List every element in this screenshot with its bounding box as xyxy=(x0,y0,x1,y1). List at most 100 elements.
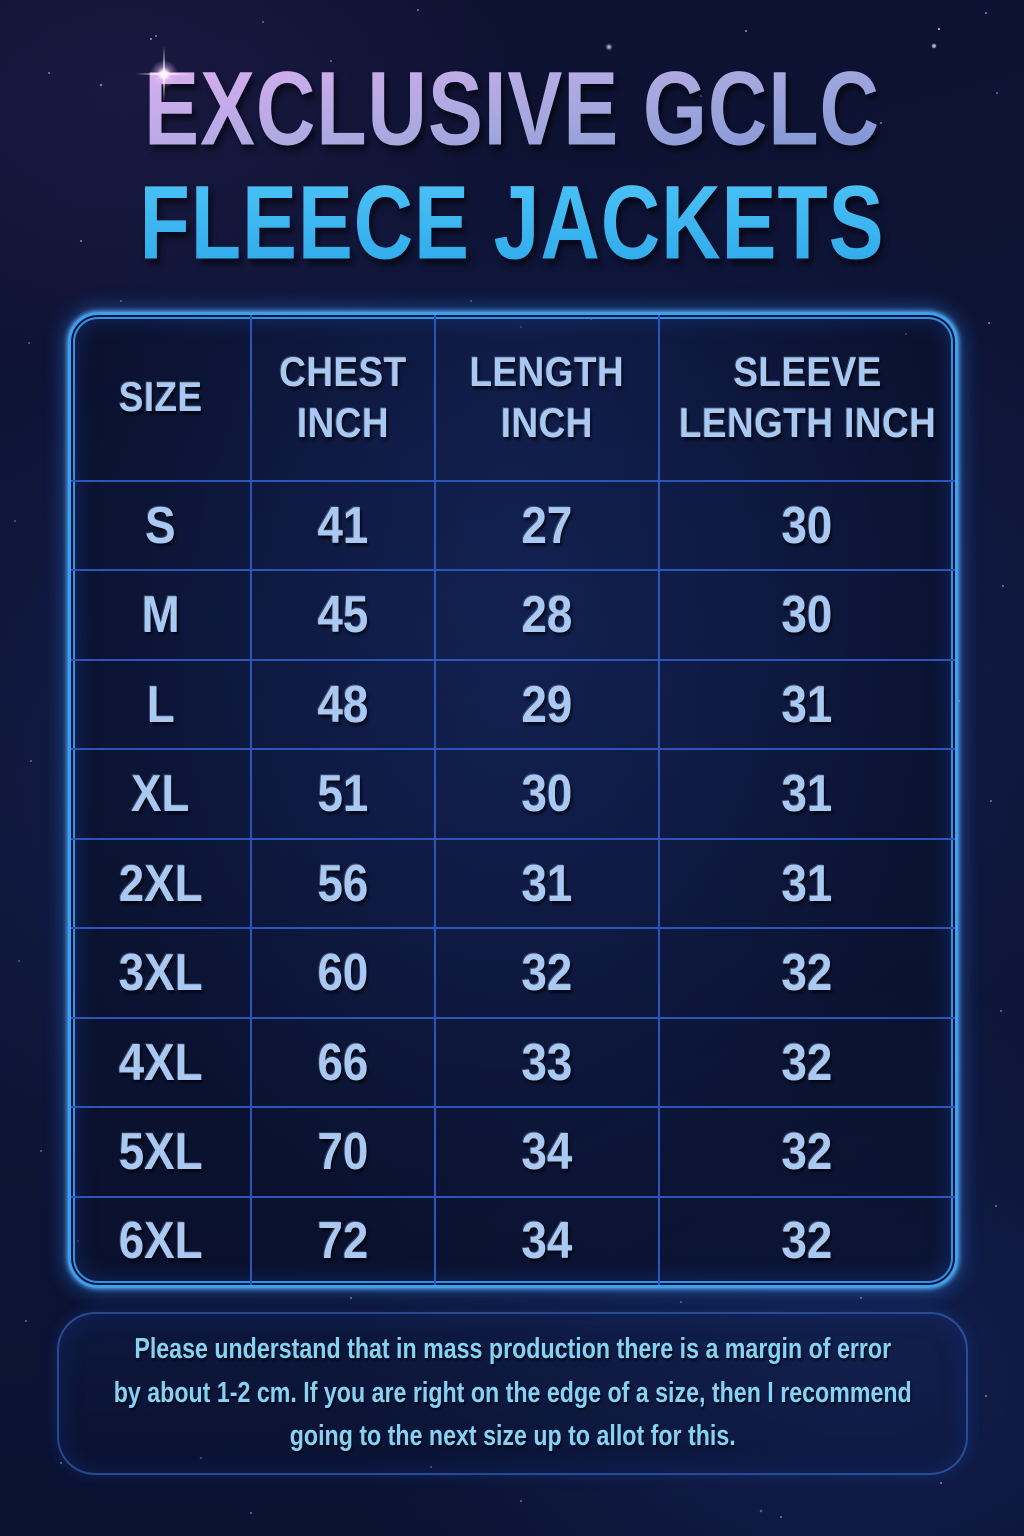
size-cell: 3XL xyxy=(71,927,253,1019)
col-header-length-inch: LENGTH INCH xyxy=(434,315,660,482)
length-cell: 33 xyxy=(434,1016,660,1109)
sleeve-cell: 30 xyxy=(657,479,955,572)
col-header-chest-label: CHEST INCH xyxy=(279,348,407,446)
size-cell: L xyxy=(71,658,253,751)
chest-value: 41 xyxy=(317,496,369,555)
note-text: Please understand that in mass productio… xyxy=(114,1328,912,1459)
col-header-size: SIZE xyxy=(71,315,253,482)
note-panel: Please understand that in mass productio… xyxy=(57,1312,968,1475)
length-cell: 30 xyxy=(434,748,660,840)
chest-value: 72 xyxy=(317,1212,369,1271)
sleeve-cell: 32 xyxy=(657,1016,955,1109)
size-cell: M xyxy=(71,569,253,661)
size-chart-table: SIZE CHEST INCH LENGTH INCH SLEEVE LENGT… xyxy=(71,315,955,1285)
length-value: 34 xyxy=(521,1123,573,1182)
sleeve-value: 32 xyxy=(781,1123,833,1182)
col-header-sleeve-label: SLEEVE LENGTH INCH xyxy=(678,348,937,446)
length-cell: 29 xyxy=(434,658,660,751)
length-cell: 31 xyxy=(434,837,660,930)
size-value: 6XL xyxy=(118,1212,203,1271)
chest-cell: 70 xyxy=(250,1106,437,1198)
sleeve-value: 32 xyxy=(781,1033,833,1092)
table-row: L 48 29 31 xyxy=(71,658,955,751)
starfield-bright-stars xyxy=(0,0,2,2)
chest-cell: 45 xyxy=(250,569,437,661)
table-row: 5XL 70 34 32 xyxy=(71,1106,955,1198)
table-row: XL 51 30 31 xyxy=(71,748,955,840)
sleeve-cell: 31 xyxy=(657,658,955,751)
sleeve-value: 32 xyxy=(781,1212,833,1271)
size-value: M xyxy=(141,586,180,645)
size-value: 5XL xyxy=(118,1123,203,1182)
sleeve-cell: 32 xyxy=(657,1195,955,1285)
size-value: L xyxy=(146,675,175,734)
col-header-sleeve-length-inch: SLEEVE LENGTH INCH xyxy=(657,315,955,482)
sleeve-cell: 31 xyxy=(657,748,955,840)
size-value: XL xyxy=(131,765,190,824)
size-cell: 4XL xyxy=(71,1016,253,1109)
length-value: 34 xyxy=(521,1212,573,1271)
size-value: 4XL xyxy=(118,1033,203,1092)
length-value: 29 xyxy=(521,675,573,734)
col-header-chest-inch: CHEST INCH xyxy=(250,315,437,482)
table-row: 3XL 60 32 32 xyxy=(71,927,955,1019)
length-value: 30 xyxy=(521,765,573,824)
chest-value: 66 xyxy=(317,1033,369,1092)
length-cell: 32 xyxy=(434,927,660,1019)
chest-cell: 56 xyxy=(250,837,437,930)
sleeve-value: 30 xyxy=(781,496,833,555)
chest-cell: 51 xyxy=(250,748,437,840)
length-cell: 34 xyxy=(434,1195,660,1285)
chest-value: 60 xyxy=(317,944,369,1003)
sleeve-value: 30 xyxy=(781,586,833,645)
size-chart-panel: SIZE CHEST INCH LENGTH INCH SLEEVE LENGT… xyxy=(68,312,958,1288)
sleeve-cell: 32 xyxy=(657,927,955,1019)
table-row: 6XL 72 34 32 xyxy=(71,1195,955,1285)
size-cell: 2XL xyxy=(71,837,253,930)
sleeve-cell: 30 xyxy=(657,569,955,661)
length-value: 28 xyxy=(521,586,573,645)
sleeve-value: 31 xyxy=(781,854,833,913)
size-value: S xyxy=(145,496,176,555)
chest-value: 51 xyxy=(317,765,369,824)
length-value: 32 xyxy=(521,944,573,1003)
page-title: EXCLUSIVE GCLC FLEECE JACKETS xyxy=(0,50,1024,282)
chest-value: 45 xyxy=(317,586,369,645)
chest-value: 56 xyxy=(317,854,369,913)
length-value: 27 xyxy=(521,496,573,555)
title-line-1: EXCLUSIVE GCLC xyxy=(77,47,947,171)
chest-value: 48 xyxy=(317,675,369,734)
table-row: S 41 27 30 xyxy=(71,479,955,572)
size-value: 3XL xyxy=(118,944,203,1003)
chest-cell: 66 xyxy=(250,1016,437,1109)
chest-cell: 48 xyxy=(250,658,437,751)
col-header-size-label: SIZE xyxy=(118,373,203,421)
size-cell: 5XL xyxy=(71,1106,253,1198)
chest-cell: 41 xyxy=(250,479,437,572)
size-cell: 6XL xyxy=(71,1195,253,1285)
length-value: 31 xyxy=(521,854,573,913)
title-line-2: FLEECE JACKETS xyxy=(77,162,947,286)
size-cell: XL xyxy=(71,748,253,840)
length-cell: 28 xyxy=(434,569,660,661)
length-cell: 27 xyxy=(434,479,660,572)
table-row: 2XL 56 31 31 xyxy=(71,837,955,930)
table-row: M 45 28 30 xyxy=(71,569,955,661)
col-header-length-label: LENGTH INCH xyxy=(469,348,625,446)
size-cell: S xyxy=(71,479,253,572)
chest-cell: 72 xyxy=(250,1195,437,1285)
chest-value: 70 xyxy=(317,1123,369,1182)
length-value: 33 xyxy=(521,1033,573,1092)
header-row: SIZE CHEST INCH LENGTH INCH SLEEVE LENGT… xyxy=(71,315,955,482)
chest-cell: 60 xyxy=(250,927,437,1019)
sleeve-value: 31 xyxy=(781,675,833,734)
sleeve-value: 32 xyxy=(781,944,833,1003)
note-line-2: by about 1-2 cm. If you are right on the… xyxy=(113,1376,912,1409)
length-cell: 34 xyxy=(434,1106,660,1198)
table-row: 4XL 66 33 32 xyxy=(71,1016,955,1109)
size-value: 2XL xyxy=(118,854,203,913)
note-line-1: Please understand that in mass productio… xyxy=(134,1333,891,1366)
sleeve-cell: 32 xyxy=(657,1106,955,1198)
sleeve-value: 31 xyxy=(781,765,833,824)
